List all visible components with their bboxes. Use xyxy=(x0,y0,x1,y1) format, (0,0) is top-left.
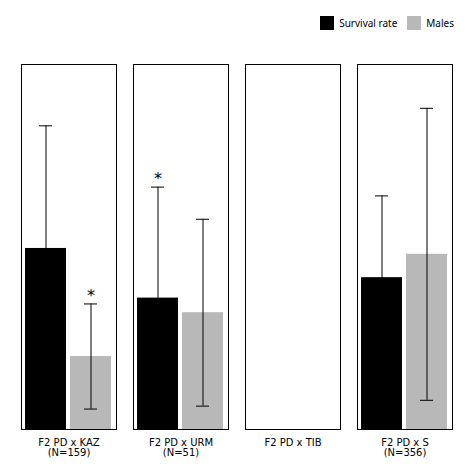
html-text:Survival rate: Survival rate xyxy=(339,15,398,30)
svg-text:F2 PD x S(N=356): F2 PD x S(N=356) xyxy=(381,437,429,458)
svg-text:F2 PD x URM(N=51): F2 PD x URM(N=51) xyxy=(149,437,213,458)
svg-text:F2 PD x TIB: F2 PD x TIB xyxy=(264,437,321,448)
svg-text:F2 PD x KAZ(N=159): F2 PD x KAZ(N=159) xyxy=(38,437,100,458)
svg-text:*: * xyxy=(154,169,162,188)
svg-text:*: * xyxy=(87,286,95,305)
html-text:Males: Males xyxy=(426,15,454,30)
